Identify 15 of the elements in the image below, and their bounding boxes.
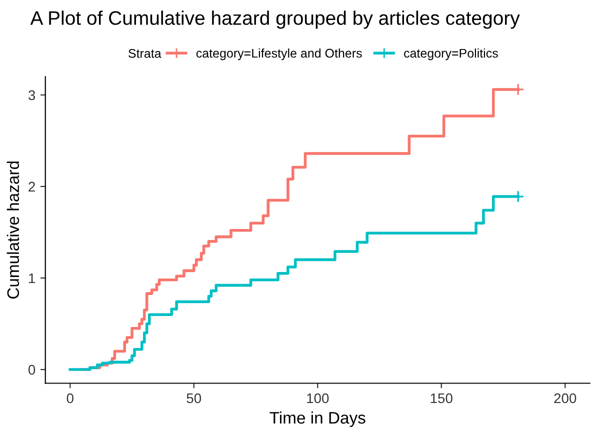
chart-title: A Plot of Cumulative hazard grouped by articles category — [30, 10, 520, 29]
x-tick-label: 50 — [186, 393, 202, 404]
x-axis-title: Time in Days — [270, 411, 366, 428]
x-tick-label: 150 — [430, 393, 452, 404]
legend-title: Strata — [128, 48, 162, 58]
y-tick-label: 1 — [28, 273, 35, 284]
y-tick-label: 2 — [28, 182, 35, 192]
x-tick-label: 0 — [66, 393, 74, 404]
x-tick-label: 200 — [554, 393, 576, 404]
legend-label: category=Politics — [404, 48, 498, 60]
legend-label: category=Lifestyle and Others — [196, 48, 362, 60]
y-axis-title: Cumulative hazard — [6, 162, 20, 299]
x-tick-label: 100 — [307, 393, 329, 404]
y-tick-label: 3 — [28, 90, 36, 100]
y-tick-label: 0 — [28, 364, 36, 375]
